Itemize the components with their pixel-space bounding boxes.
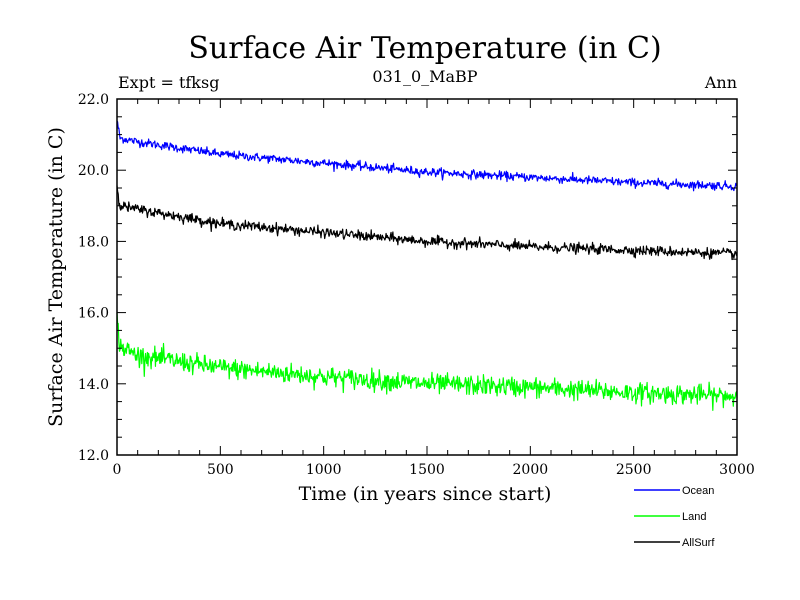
x-tick-label: 500 [207, 462, 234, 478]
chart-title: Surface Air Temperature (in C) [188, 31, 661, 66]
y-tick-label: 20.0 [78, 163, 109, 179]
x-tick-label: 0 [113, 462, 122, 478]
series-layer [116, 120, 738, 411]
plot-frame [116, 98, 738, 456]
y-tick-label: 18.0 [78, 234, 109, 250]
legend-label-allsurf: AllSurf [682, 537, 715, 549]
x-tick-label: 1500 [409, 462, 445, 478]
series-line-allsurf [116, 185, 738, 261]
x-axis-label: Time (in years since start) [299, 483, 552, 505]
y-tick-label: 22.0 [78, 92, 109, 108]
x-tick-label: 3000 [719, 462, 755, 478]
legend-label-ocean: Ocean [682, 485, 714, 497]
axes-layer: 0 500 1000 1500 2000 2500 3000 12.0 14.0 16.0 18.0… [78, 92, 755, 478]
season-label: Ann [704, 73, 737, 92]
y-tick-label: 16.0 [78, 306, 109, 322]
x-tick-label: 2500 [616, 462, 652, 478]
y-tick-label: 14.0 [78, 377, 109, 393]
experiment-label: Expt = tfksg [118, 73, 219, 92]
series-line-land [116, 312, 738, 411]
y-axis-label: Surface Air Temperature (in C) [45, 127, 67, 427]
x-tick-label: 1000 [306, 462, 342, 478]
series-line-ocean [116, 120, 738, 192]
period-label: 031_0_MaBP [372, 67, 477, 86]
x-tick-label: 2000 [513, 462, 549, 478]
legend: Ocean Land AllSurf [634, 485, 715, 549]
y-tick-label: 12.0 [78, 448, 109, 464]
legend-label-land: Land [682, 511, 706, 523]
